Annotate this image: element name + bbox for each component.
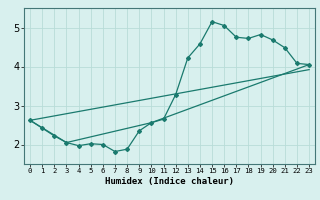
X-axis label: Humidex (Indice chaleur): Humidex (Indice chaleur) bbox=[105, 177, 234, 186]
